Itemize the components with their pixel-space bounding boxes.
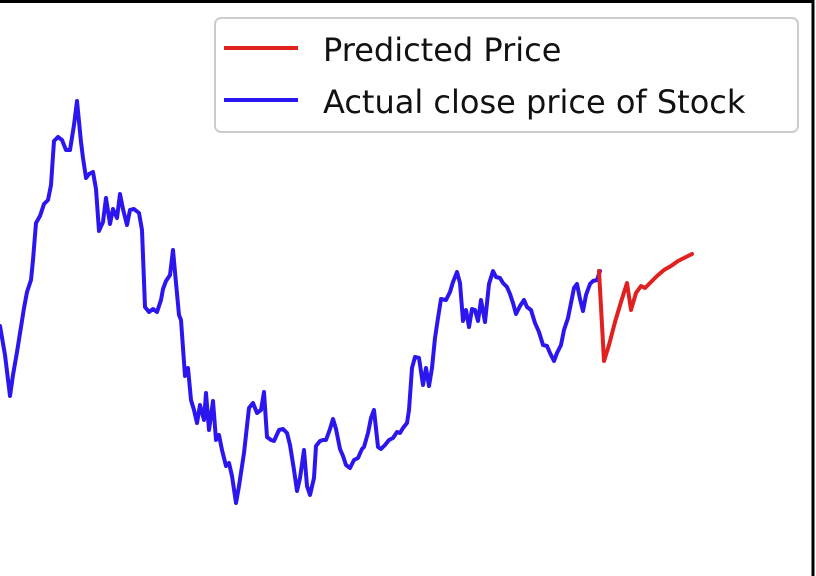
series-actual-close-price-line: [0, 99, 602, 505]
legend: Predicted Price Actual close price of St…: [214, 17, 799, 133]
plot-lines: [0, 99, 694, 505]
legend-label-predicted: Predicted Price: [323, 31, 561, 69]
series-predicted-price-line: [597, 252, 694, 363]
legend-label-actual: Actual close price of Stock: [323, 83, 746, 121]
legend-box: [214, 17, 799, 133]
